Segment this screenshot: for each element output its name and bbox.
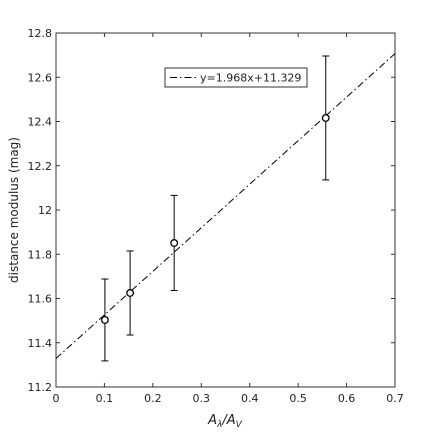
legend-label: y=1.968x+11.329: [200, 72, 301, 85]
x-label-part: V: [236, 420, 243, 430]
x-tick-label: 0.1: [96, 392, 114, 405]
x-axis-label: Aλ/AV: [207, 413, 243, 430]
x-tick-label: 0.3: [193, 392, 211, 405]
x-tick-label: 0.6: [338, 392, 356, 405]
x-tick-label: 0.7: [386, 392, 404, 405]
data-point: [321, 114, 330, 122]
x-tick-label: 0.2: [144, 392, 162, 405]
x-tick-label: 0: [53, 392, 60, 405]
y-axis-label: distance modulus (mag): [7, 137, 21, 283]
fit-line: [55, 53, 396, 359]
data-point: [170, 239, 179, 247]
y-tick-label: 11.8: [28, 248, 53, 261]
y-tick-label: 12.8: [28, 27, 53, 40]
data-point: [100, 316, 109, 324]
plot-frame: [55, 32, 396, 388]
legend-box: [164, 67, 308, 88]
data-point: [126, 289, 135, 297]
y-tick-label: 12.4: [28, 116, 53, 129]
y-tick-label: 12: [38, 204, 52, 217]
x-label-part: λ: [216, 420, 222, 430]
y-tick-label: 11.4: [28, 337, 53, 350]
x-label-part: /A: [221, 413, 235, 428]
x-tick-label: 0.5: [289, 392, 307, 405]
x-label-part: A: [207, 413, 217, 428]
y-tick-label: 12.2: [28, 160, 53, 173]
y-tick-label: 11.2: [28, 381, 53, 394]
y-tick-label: 12.6: [28, 71, 53, 84]
y-tick-label: 11.6: [28, 293, 53, 306]
x-tick-label: 0.4: [241, 392, 259, 405]
